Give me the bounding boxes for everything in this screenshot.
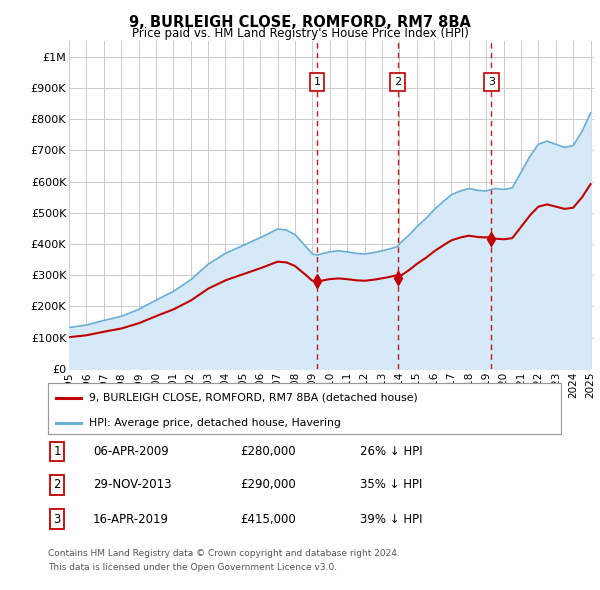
Text: 2: 2 bbox=[394, 77, 401, 87]
Text: 9, BURLEIGH CLOSE, ROMFORD, RM7 8BA: 9, BURLEIGH CLOSE, ROMFORD, RM7 8BA bbox=[129, 15, 471, 30]
Text: 1: 1 bbox=[53, 445, 61, 458]
Text: 3: 3 bbox=[488, 77, 495, 87]
Text: Price paid vs. HM Land Registry's House Price Index (HPI): Price paid vs. HM Land Registry's House … bbox=[131, 27, 469, 40]
Text: 1: 1 bbox=[314, 77, 320, 87]
Text: Contains HM Land Registry data © Crown copyright and database right 2024.: Contains HM Land Registry data © Crown c… bbox=[48, 549, 400, 558]
Text: 06-APR-2009: 06-APR-2009 bbox=[93, 445, 169, 458]
Text: 26% ↓ HPI: 26% ↓ HPI bbox=[360, 445, 422, 458]
Text: This data is licensed under the Open Government Licence v3.0.: This data is licensed under the Open Gov… bbox=[48, 563, 337, 572]
Text: £280,000: £280,000 bbox=[240, 445, 296, 458]
Text: 16-APR-2019: 16-APR-2019 bbox=[93, 513, 169, 526]
Text: 2: 2 bbox=[53, 478, 61, 491]
Text: 35% ↓ HPI: 35% ↓ HPI bbox=[360, 478, 422, 491]
Text: £415,000: £415,000 bbox=[240, 513, 296, 526]
Text: 39% ↓ HPI: 39% ↓ HPI bbox=[360, 513, 422, 526]
Text: HPI: Average price, detached house, Havering: HPI: Average price, detached house, Have… bbox=[89, 418, 341, 428]
Text: 9, BURLEIGH CLOSE, ROMFORD, RM7 8BA (detached house): 9, BURLEIGH CLOSE, ROMFORD, RM7 8BA (det… bbox=[89, 392, 418, 402]
Text: 3: 3 bbox=[53, 513, 61, 526]
Text: 29-NOV-2013: 29-NOV-2013 bbox=[93, 478, 172, 491]
Text: £290,000: £290,000 bbox=[240, 478, 296, 491]
